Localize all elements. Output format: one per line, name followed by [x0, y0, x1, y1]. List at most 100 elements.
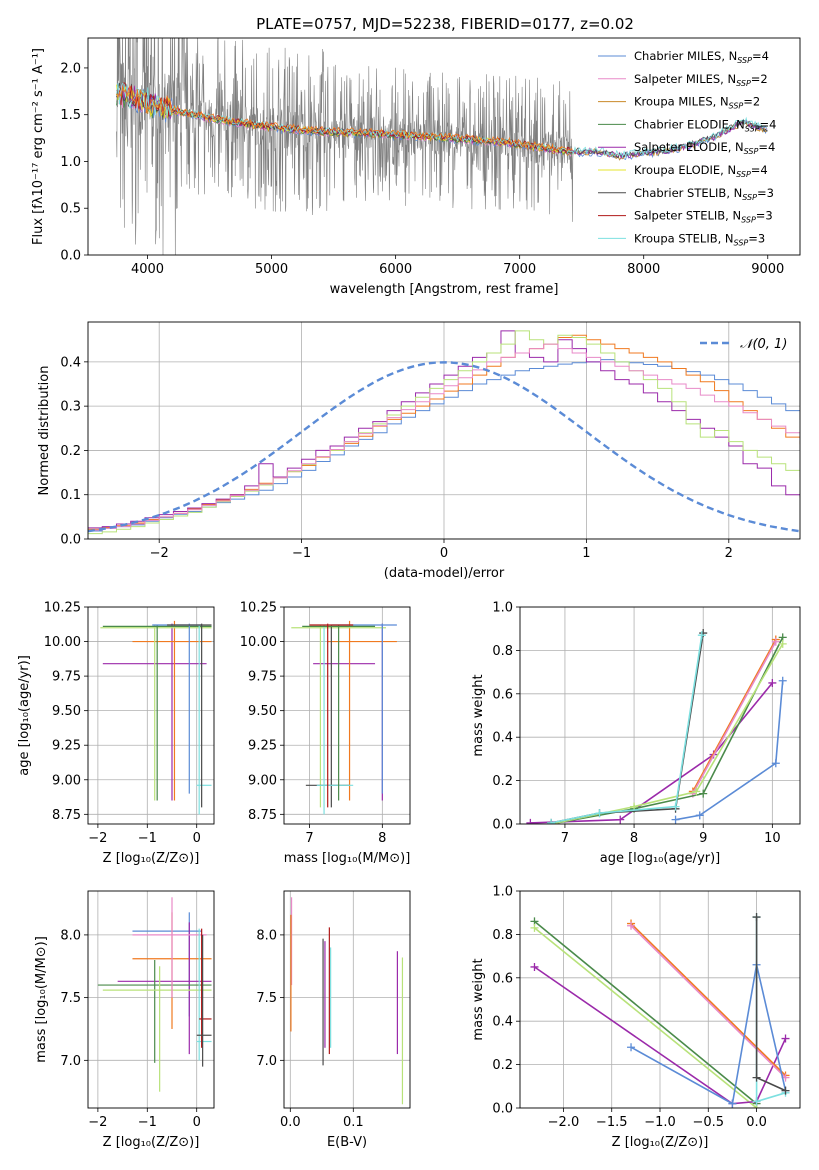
weight-marker: [671, 815, 680, 824]
x-tick-label: 9: [699, 831, 707, 846]
x-tick-label: 7: [561, 831, 569, 846]
weight-marker: [695, 811, 704, 820]
plot-area-mass_vs_EBV: [284, 891, 410, 1108]
y-tick-label: 10.25: [44, 601, 81, 616]
y-tick-label: 0.0: [492, 818, 513, 833]
x-tick-label: −1: [138, 831, 157, 846]
weight-marker: [530, 962, 539, 971]
y-tick-label: 1.5: [60, 108, 81, 123]
y-tick-label: 0.4: [492, 731, 513, 746]
y-tick-label: 9.00: [248, 773, 277, 788]
plot-area-spectrum: [116, 38, 768, 255]
x-axis-label: age [log₁₀(age/yr)]: [600, 851, 721, 866]
legend-residuals: 𝒩(0, 1): [700, 337, 787, 352]
x-tick-label: 5000: [255, 262, 288, 277]
weight-line: [550, 635, 703, 824]
weight-marker: [752, 913, 761, 922]
figure-title: PLATE=0757, MJD=52238, FIBERID=0177, z=0…: [256, 15, 634, 33]
y-axis-label: age [log₁₀(age/yr)]: [17, 655, 32, 776]
legend-label: Kroupa MILES, NSSP=2: [634, 95, 760, 111]
weight-marker: [781, 1086, 790, 1095]
axes-weight_vs_age: 7 8 9 10 0.0 0.2 0.4 0.6 0.8 1.0 age [log₁₀(age/yr…: [471, 601, 801, 866]
x-tick-label: 1: [582, 546, 590, 561]
y-tick-label: 9.50: [248, 704, 277, 719]
y-tick-label: 0.4: [492, 1015, 513, 1030]
frame-mass_vs_EBV: [283, 890, 411, 1109]
weight-line: [630, 922, 787, 1077]
weight-line: [630, 964, 787, 1105]
model-spectrum-line: [116, 84, 573, 152]
y-tick-label: 0.2: [60, 444, 81, 459]
weight-marker: [778, 676, 787, 685]
x-tick-label: 6000: [379, 262, 412, 277]
grid-mass_vs_EBV: [284, 891, 410, 1108]
x-axis-label: mass [log₁₀(M/M⊙)]: [284, 851, 411, 866]
x-tick-label: 0: [440, 546, 448, 561]
grid-residuals: [88, 322, 800, 539]
y-tick-label: 0.0: [60, 249, 81, 264]
weight-line: [530, 682, 773, 824]
y-tick-label: 0.8: [492, 644, 513, 659]
x-tick-label: 4000: [131, 262, 164, 277]
y-tick-label: 0.4: [60, 355, 81, 370]
y-tick-label: 9.00: [52, 773, 81, 788]
plot-area-age_vs_mass: [284, 607, 410, 824]
weight-marker: [692, 787, 701, 796]
y-tick-label: 1.0: [60, 155, 81, 170]
weight-line: [630, 925, 787, 1079]
weight-line: [533, 920, 758, 1105]
frame-age_vs_mass: [283, 606, 411, 825]
weight-marker: [671, 802, 680, 811]
legend-label: Chabrier MILES, NSSP=4: [634, 49, 769, 65]
x-tick-label: 9000: [751, 262, 784, 277]
y-axis-label: Flux [fλ10⁻¹⁷ erg cm⁻² s⁻¹ A⁻¹]: [31, 48, 46, 245]
y-tick-label: 7.0: [256, 1054, 277, 1069]
x-tick-label: −0.5: [692, 1115, 724, 1130]
legend-label: Salpeter STELIB, NSSP=3: [634, 209, 773, 225]
weight-marker: [526, 818, 535, 824]
y-tick-label: 1.0: [492, 885, 513, 900]
y-tick-label: 0.2: [492, 1058, 513, 1073]
x-axis-label: wavelength [Angstrom, rest frame]: [330, 282, 559, 297]
y-tick-label: 8.75: [248, 808, 277, 823]
legend-spectrum: Chabrier MILES, NSSP=4 Salpeter MILES, NS…: [598, 49, 776, 247]
weight-marker: [530, 923, 539, 932]
weight-marker: [771, 637, 780, 646]
legend-label: Kroupa ELODIE, NSSP=4: [634, 163, 768, 179]
weight-line: [533, 927, 758, 1108]
x-tick-label: 7000: [503, 262, 536, 277]
y-tick-label: 8.0: [256, 928, 277, 943]
x-tick-label: 0.0: [280, 1115, 301, 1130]
x-tick-label: −2: [88, 1115, 107, 1130]
plot-area-weight_vs_Z: [520, 891, 800, 1108]
weight-marker: [595, 809, 604, 818]
y-tick-label: 9.25: [52, 739, 81, 754]
plot-area-residuals: [88, 322, 800, 539]
weight-marker: [771, 759, 780, 768]
weight-marker: [616, 815, 625, 824]
x-axis-label: E(B-V): [327, 1135, 367, 1150]
weight-line: [550, 637, 784, 824]
y-tick-label: 7.5: [256, 991, 277, 1006]
y-tick-label: 2.0: [60, 61, 81, 76]
y-axis-label: mass [log₁₀(M/M⊙)]: [34, 936, 49, 1063]
weight-line: [675, 680, 784, 821]
weight-marker: [630, 802, 639, 811]
x-tick-label: 8000: [627, 262, 660, 277]
legend-label: Salpeter ELODIE, NSSP=4: [634, 140, 775, 156]
legend-label: Salpeter MILES, NSSP=2: [634, 72, 768, 88]
x-tick-label: 0.1: [343, 1115, 364, 1130]
y-axis-label: Normed distribution: [37, 366, 52, 496]
y-tick-label: 0.6: [492, 687, 513, 702]
y-tick-label: 0.6: [492, 971, 513, 986]
weight-marker: [752, 1097, 761, 1106]
plots-layer: 4000 5000 6000 7000 8000 90000.00.51.01.52.0w…: [17, 37, 801, 1150]
x-tick-label: −1: [292, 546, 311, 561]
x-tick-label: −1.5: [596, 1115, 628, 1130]
y-axis-label: mass weight: [471, 958, 486, 1040]
axes-mass_vs_EBV: 0.0 0.1 7.0 7.5 8.0 E(B-V): [256, 890, 411, 1150]
frame-weight_vs_age: [519, 606, 801, 825]
x-tick-label: 7: [305, 831, 313, 846]
weight-marker: [768, 678, 777, 687]
